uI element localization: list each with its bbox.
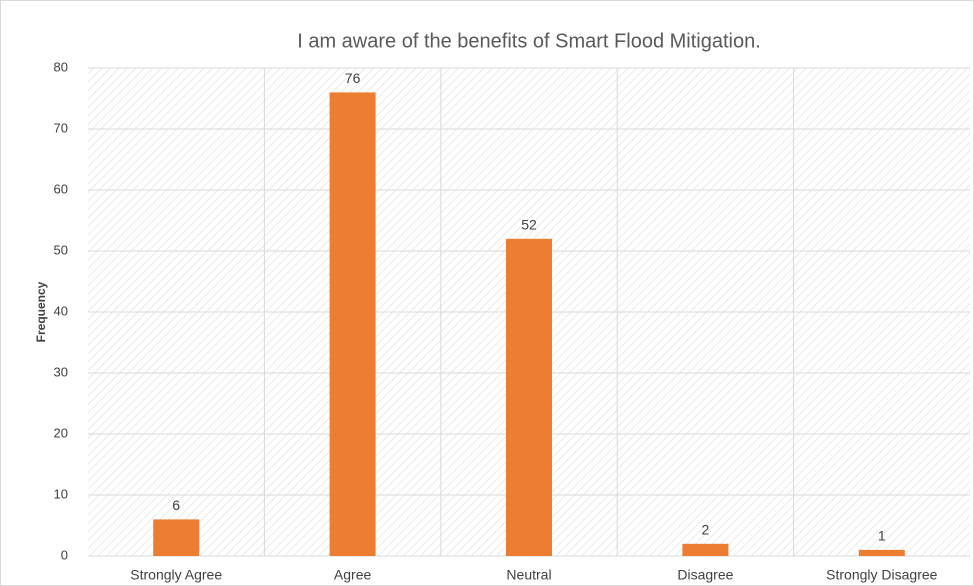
bar — [858, 549, 905, 556]
x-tick-label: Agree — [334, 567, 372, 583]
bar — [329, 92, 376, 557]
bar — [506, 238, 552, 557]
x-tick-label: Strongly Agree — [130, 567, 222, 583]
bar — [682, 543, 729, 556]
data-label: 1 — [878, 528, 886, 544]
x-tick-label: Strongly Disagree — [826, 567, 937, 583]
data-label: 76 — [345, 70, 361, 86]
y-tick-label: 70 — [54, 120, 68, 135]
y-tick-label: 0 — [61, 547, 68, 562]
y-tick-label: 80 — [54, 59, 68, 74]
y-tick-label: 20 — [54, 425, 68, 440]
x-tick-label: Disagree — [677, 567, 733, 583]
x-tick-label: Neutral — [506, 567, 551, 583]
y-tick-label: 10 — [54, 486, 68, 501]
y-tick-label: 50 — [54, 242, 68, 257]
y-axis-label: Frequency — [34, 281, 48, 342]
y-tick-label: 60 — [54, 181, 68, 196]
data-label: 52 — [521, 217, 537, 233]
data-label: 6 — [172, 497, 180, 513]
y-tick-label: 30 — [54, 364, 68, 379]
bar — [153, 519, 200, 556]
data-label: 2 — [702, 522, 710, 538]
y-tick-label: 40 — [54, 303, 68, 318]
chart-title: I am aware of the benefits of Smart Floo… — [297, 30, 761, 52]
